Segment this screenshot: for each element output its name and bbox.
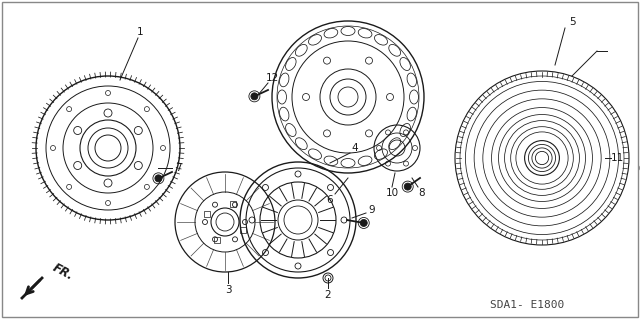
Text: 5: 5 — [569, 17, 575, 27]
Bar — [241, 227, 246, 233]
Text: 2: 2 — [324, 290, 332, 300]
Ellipse shape — [155, 175, 162, 182]
Bar — [214, 237, 220, 243]
Text: 6: 6 — [326, 195, 333, 205]
Text: 10: 10 — [385, 188, 399, 198]
Ellipse shape — [251, 93, 258, 100]
Text: 9: 9 — [369, 205, 375, 215]
Text: 8: 8 — [419, 188, 426, 198]
Text: 1: 1 — [137, 27, 143, 37]
Text: 12: 12 — [266, 73, 278, 83]
Bar — [230, 201, 236, 206]
Text: FR.: FR. — [50, 261, 76, 283]
Bar — [204, 211, 209, 217]
Text: 11: 11 — [611, 153, 623, 163]
Text: SDA1- E1800: SDA1- E1800 — [490, 300, 564, 310]
Text: 3: 3 — [225, 285, 231, 295]
Ellipse shape — [404, 183, 412, 190]
Ellipse shape — [360, 219, 367, 226]
Text: 4: 4 — [352, 143, 358, 153]
Text: 7: 7 — [175, 163, 181, 173]
